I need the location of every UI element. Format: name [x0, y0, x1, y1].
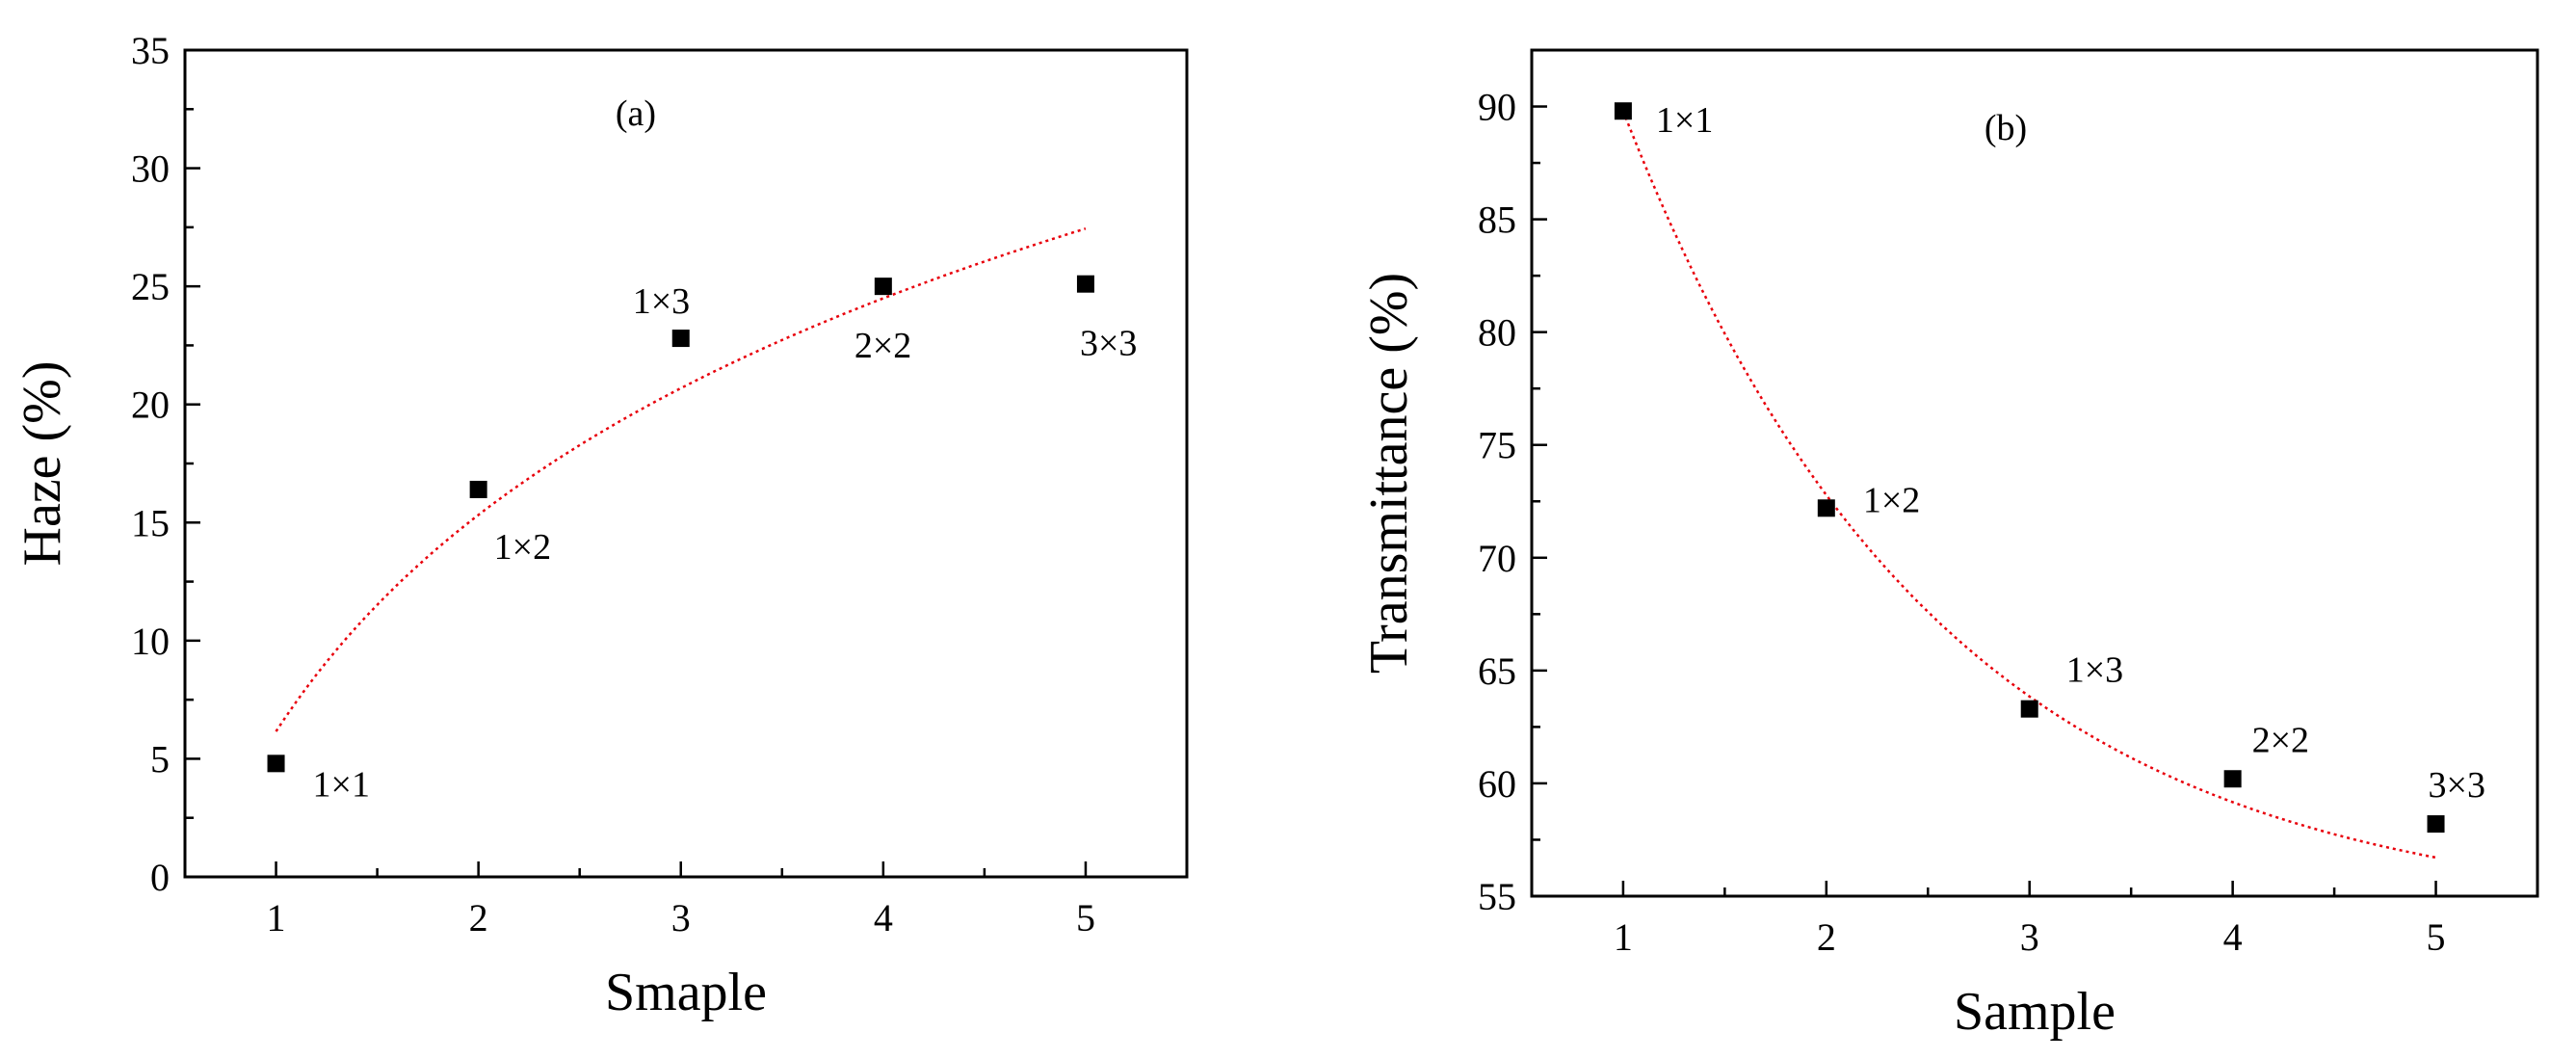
data-label: 3×3	[1080, 324, 1137, 364]
data-point	[671, 330, 690, 348]
panel-label: (b)	[1985, 108, 2027, 148]
y-tick-label: 55	[1478, 875, 1516, 918]
plot-frame	[183, 48, 1189, 879]
x-tick-label: 1	[267, 896, 286, 940]
data-label: 2×2	[854, 326, 911, 366]
x-axis-title: Smaple	[605, 963, 767, 1022]
y-tick-label: 75	[1478, 424, 1516, 467]
y-tick-label: 5	[150, 737, 170, 781]
x-tick-label: 2	[469, 896, 488, 940]
y-tick-label: 85	[1478, 199, 1516, 242]
y-tick-label: 15	[131, 501, 170, 544]
y-tick-label: 25	[131, 265, 170, 308]
y-axis-title: Transmittance (%)	[1359, 273, 1419, 674]
data-point	[1614, 102, 1632, 120]
data-label: 1×3	[633, 281, 690, 322]
transmittance-chart: 55 60 65 70 75 80 85 90 1 2 3 4 5 Sample Transmittance…	[1359, 48, 2539, 1042]
data-point	[2223, 770, 2242, 788]
x-tick-label: 4	[874, 896, 893, 940]
data-point	[1076, 275, 1094, 293]
y-tick-label: 60	[1478, 762, 1516, 806]
panel-label: (a)	[616, 93, 656, 134]
x-tick-label: 1	[1614, 915, 1633, 959]
data-point	[267, 755, 285, 773]
data-label: 1×1	[1656, 100, 1713, 141]
y-tick-label: 20	[131, 384, 170, 427]
fit-curve	[1621, 110, 2436, 860]
x-tick-label: 3	[671, 896, 691, 940]
data-label: 1×2	[1863, 480, 1920, 520]
y-tick-label: 90	[1478, 86, 1516, 129]
data-label: 1×1	[313, 764, 370, 805]
y-tick-label: 30	[131, 147, 170, 191]
data-point	[2020, 700, 2038, 718]
data-point	[874, 278, 892, 296]
data-label: 2×2	[2252, 720, 2309, 760]
y-tick-label: 80	[1478, 311, 1516, 355]
x-tick-label: 4	[2223, 915, 2243, 959]
y-tick-label: 35	[131, 29, 170, 72]
x-tick-label: 5	[1076, 896, 1095, 940]
data-label: 1×3	[2066, 650, 2123, 691]
fit-curve	[275, 227, 1087, 732]
data-label: 1×2	[494, 527, 551, 568]
x-tick-label: 3	[2020, 915, 2039, 959]
y-tick-label: 65	[1478, 649, 1516, 693]
y-tick-label: 0	[150, 856, 170, 899]
plot-frame	[1530, 48, 2539, 898]
y-axis-title: Haze (%)	[13, 361, 72, 567]
y-tick-label: 70	[1478, 537, 1516, 580]
data-label: 3×3	[2429, 765, 2485, 806]
data-point	[1817, 499, 1835, 517]
x-tick-label: 2	[1817, 915, 1836, 959]
x-axis-title: Sample	[1954, 982, 2116, 1042]
x-tick-label: 5	[2427, 915, 2446, 959]
y-tick-label: 10	[131, 620, 170, 663]
haze-chart: 0 5 10 15 20 25 30 35 1 2 3 4 5 Smaple Haze (%) (a) 1×1 1…	[13, 29, 1189, 1022]
data-point	[469, 480, 487, 498]
data-point	[2427, 815, 2445, 834]
